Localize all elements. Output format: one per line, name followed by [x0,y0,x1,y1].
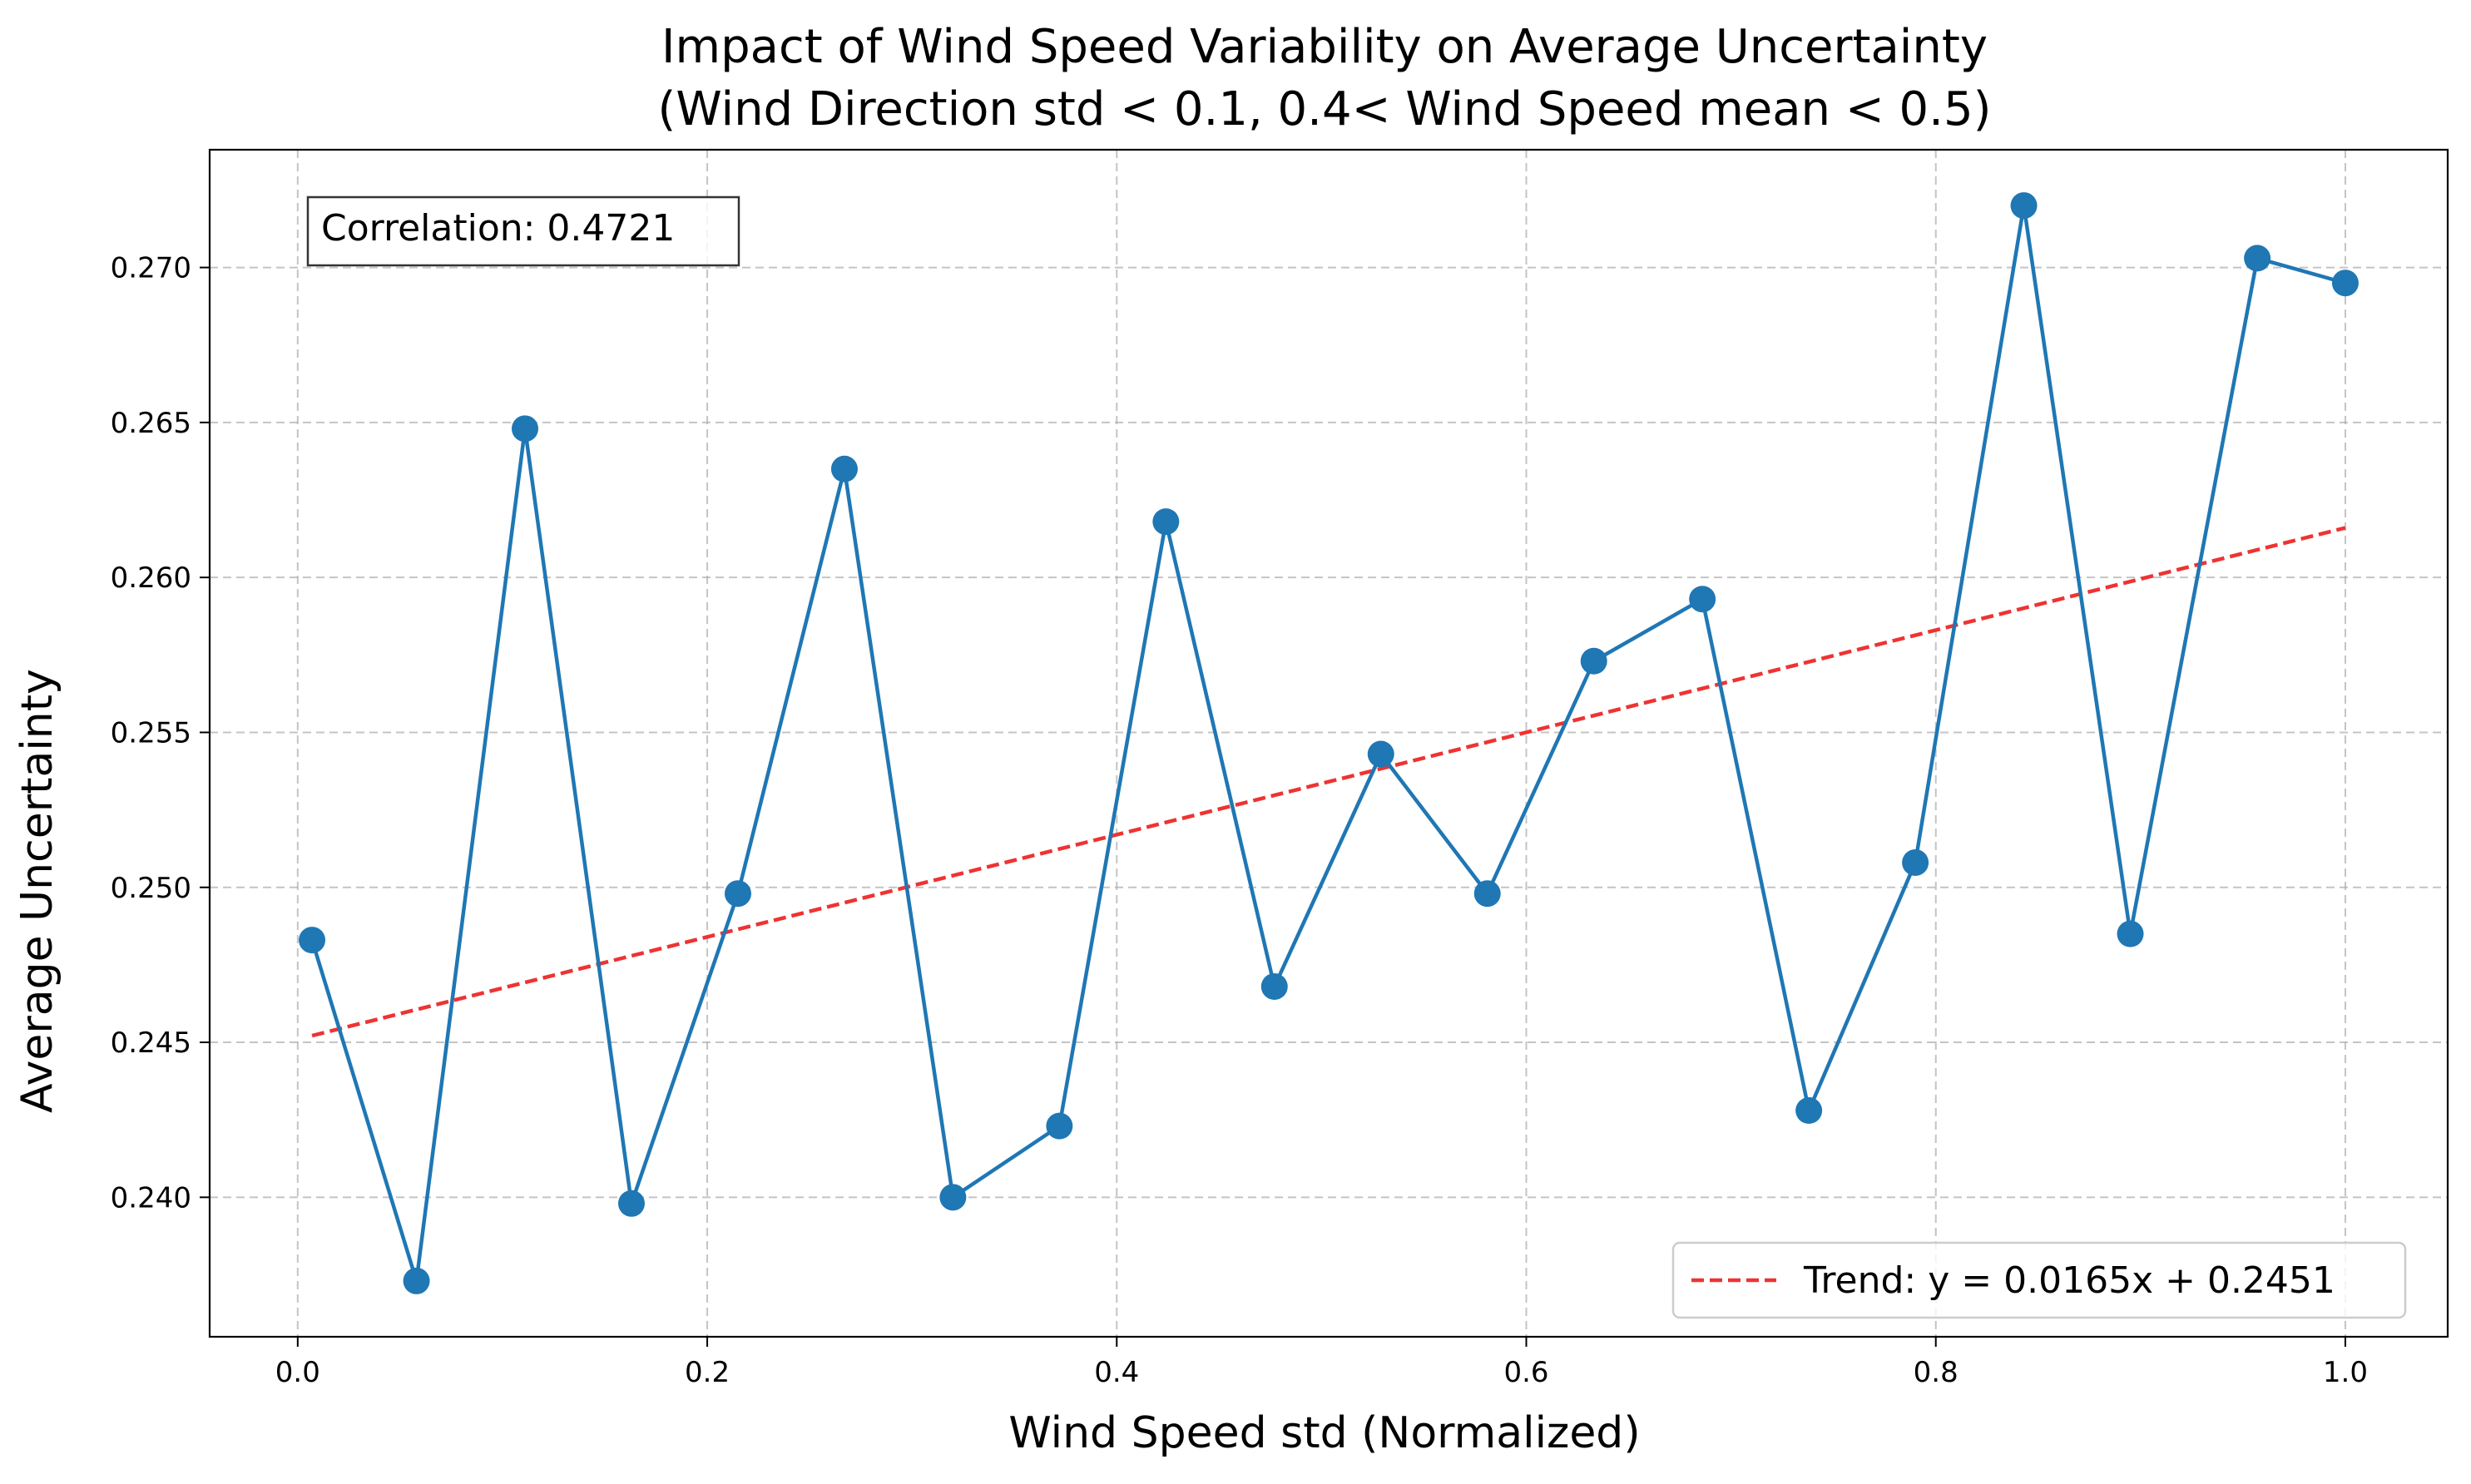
data-point [2117,920,2144,947]
x-tick-label: 0.6 [1503,1356,1548,1389]
y-axis-label: Average Uncertainty [12,669,62,1113]
data-point [1046,1112,1073,1140]
correlation-annotation: Correlation: 0.4721 [306,195,740,267]
data-point [724,880,751,908]
x-tick-label: 1.0 [2323,1356,2368,1389]
legend-trend-label: Trend: y = 0.0165x + 0.2451 [1803,1259,2335,1302]
series-line [309,203,2346,1284]
chart-title-line2: (Wind Direction std < 0.1, 0.4< Wind Spe… [658,82,1992,136]
x-tick-label: 0.8 [1914,1356,1958,1389]
data-point [2331,270,2359,297]
data-point [1473,880,1501,908]
y-tick-label: 0.240 [111,1181,191,1214]
axis-ticks: 0.0 0.2 0.4 0.6 0.8 1.0 0.240 0.245 0.250 0.255 0.… [111,252,2368,1389]
series-layer [299,192,2359,1294]
data-point [1367,740,1394,768]
y-tick-label: 0.270 [111,252,191,285]
data-point [2010,192,2038,220]
data-point [403,1267,430,1294]
x-tick-label: 0.2 [685,1356,730,1389]
y-tick-label: 0.245 [111,1026,191,1060]
data-point [617,1190,645,1217]
legend-box [1671,1241,2407,1319]
data-point [299,927,326,954]
annotation-text: Correlation: 0.4721 [321,207,675,250]
legend: Trend: y = 0.0165x + 0.2451 [1671,1241,2407,1319]
data-point [1689,586,1716,613]
data-point [830,455,858,482]
data-point [1260,972,1288,1000]
x-axis-label: Wind Speed std (Normalized) [1008,1408,1640,1458]
y-tick-label: 0.255 [111,716,191,749]
data-point [1580,647,1607,675]
data-point [2244,245,2271,272]
trend-line [311,526,2346,1038]
chart-title-line1: Impact of Wind Speed Variability on Aver… [661,20,1988,74]
data-point [1902,848,1929,876]
data-point [1152,508,1180,536]
x-tick-label: 0.4 [1094,1356,1139,1389]
trend-layer [311,526,2346,1038]
data-point [512,415,539,443]
y-tick-label: 0.260 [111,561,191,595]
data-point [1795,1097,1823,1125]
x-tick-label: 0.0 [275,1356,320,1389]
y-tick-label: 0.250 [111,872,191,905]
annotation-box [306,195,740,267]
plot-frame [208,148,2449,1338]
data-point [939,1184,967,1211]
y-tick-label: 0.265 [111,407,191,440]
grid-lines [210,150,2448,1337]
